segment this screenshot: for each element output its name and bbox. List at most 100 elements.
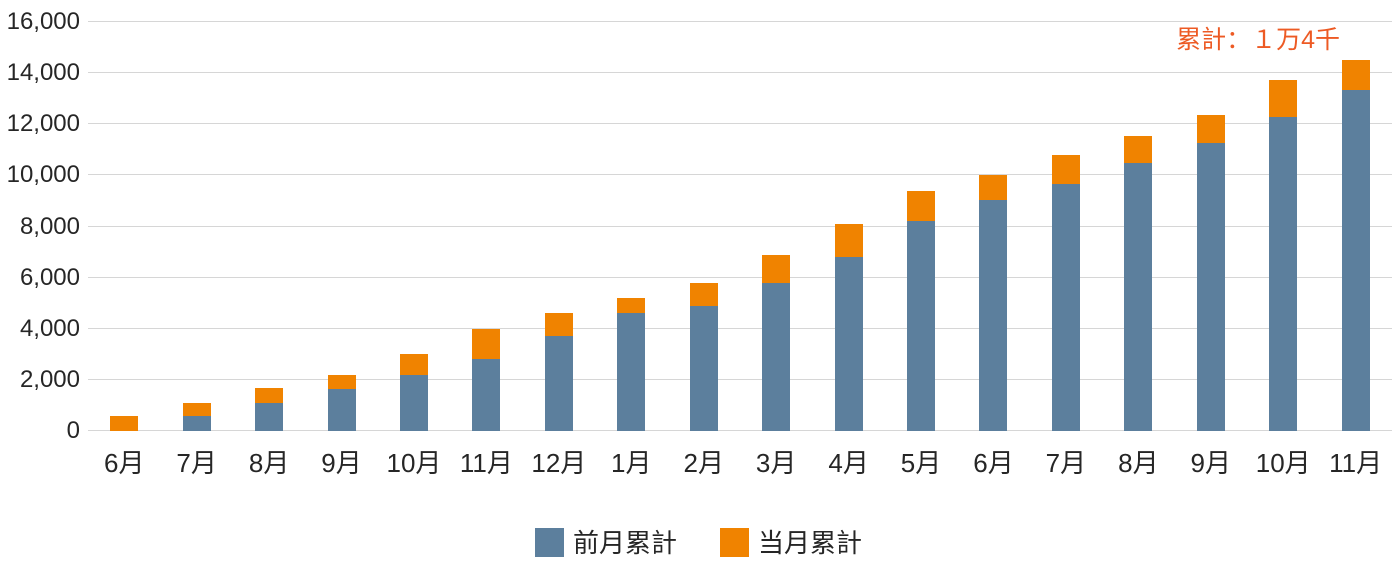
stacked-bar (255, 22, 284, 431)
x-axis-tick-label: 8月 (1118, 448, 1159, 478)
stacked-bar (182, 22, 211, 431)
y-axis-tick-label: 2,000 (19, 365, 80, 393)
y-axis: 0 2,000 4,000 6,000 8,000 10,000 12,000 14,000 1… (0, 10, 80, 443)
x-axis-tick-label: 3月 (755, 448, 797, 478)
x-axis-tick-label: 10月 (1255, 448, 1311, 478)
gridline (88, 174, 1392, 176)
x-axis-tick-label: 2月 (683, 448, 724, 478)
bar-slot (233, 22, 305, 431)
bar-segment-current-month (255, 387, 284, 403)
gridline (88, 225, 1392, 227)
stacked-bar (399, 22, 428, 431)
legend-swatch (534, 528, 564, 557)
stacked-bar (1051, 22, 1080, 431)
bar-segment-current-month (110, 415, 139, 431)
bar-segment-current-month (399, 354, 428, 375)
x-axis-tick-label: 9月 (1190, 448, 1232, 478)
bar-segment-prev-month (1124, 162, 1153, 431)
x-axis: 6月 7月 8月 9月 10月 11月 12月 1月 2月 3月 4月 5月 6月 7月 8月 9月 10月 11… (88, 448, 1392, 479)
gridline (88, 327, 1392, 329)
bar-segment-current-month (1341, 60, 1370, 90)
bar-segment-current-month (1196, 115, 1225, 144)
bar-segment-current-month (182, 402, 211, 416)
legend: 前月累計 当月累計 (0, 528, 1397, 557)
bar-segment-prev-month (327, 388, 356, 431)
bar-segment-prev-month (1051, 184, 1080, 431)
gridline (88, 276, 1392, 278)
bar-slot (160, 22, 232, 431)
stacked-bar (1341, 22, 1370, 431)
bar-slot (1247, 22, 1319, 431)
stacked-bar (327, 22, 356, 431)
bar-segment-current-month (979, 175, 1008, 200)
stacked-bar (834, 22, 863, 431)
bar-slot (88, 22, 160, 431)
bar-segment-current-month (472, 328, 501, 360)
stacked-bar (979, 22, 1008, 431)
x-axis-tick-label: 7月 (1045, 448, 1087, 478)
gridline (88, 72, 1392, 74)
bar-segment-prev-month (617, 313, 646, 431)
stacked-bar (1196, 22, 1225, 431)
stacked-bar (689, 22, 718, 431)
bars (88, 22, 1392, 431)
bar-slot (523, 22, 595, 431)
bar-slot (305, 22, 377, 431)
legend-swatch (720, 528, 749, 557)
y-axis-tick-label: 16,000 (6, 8, 80, 35)
x-axis-tick-label: 4月 (828, 448, 869, 478)
bar-slot (1030, 22, 1102, 431)
bar-segment-current-month (907, 190, 936, 222)
bar-slot (1102, 22, 1174, 431)
x-axis-tick-label: 11月 (459, 448, 513, 478)
y-axis-tick-label: 0 (66, 417, 80, 444)
gridline (88, 123, 1392, 125)
bar-segment-current-month (762, 254, 791, 283)
bar-slot (450, 22, 522, 431)
y-axis-tick-label: 4,000 (19, 314, 80, 342)
bar-segment-prev-month (762, 282, 791, 431)
stacked-bar (1124, 22, 1153, 431)
bar-segment-current-month (617, 298, 646, 314)
stacked-bar (1269, 22, 1298, 431)
bar-segment-prev-month (1196, 143, 1225, 431)
gridline (88, 378, 1392, 380)
x-axis-tick-label: 12月 (531, 448, 587, 478)
bar-slot (378, 22, 450, 431)
gridline (88, 430, 1392, 431)
stacked-bar (472, 22, 501, 431)
bar-segment-current-month (327, 374, 356, 389)
bar-segment-prev-month (907, 221, 936, 431)
bar-slot (740, 22, 812, 431)
stacked-bar (907, 22, 936, 431)
stacked-bar (110, 22, 139, 431)
stacked-bar (617, 22, 646, 431)
bar-segment-prev-month (182, 415, 211, 431)
x-axis-tick-label: 5月 (900, 448, 942, 478)
stacked-bar (544, 22, 573, 431)
bar-slot (1319, 22, 1391, 431)
bar-segment-prev-month (834, 257, 863, 431)
bar-segment-current-month (1124, 135, 1153, 163)
x-axis-tick-label: 6月 (103, 448, 145, 478)
bar-slot (1175, 22, 1247, 431)
x-axis-tick-label: 6月 (973, 448, 1014, 478)
legend-label: 前月累計 (572, 527, 677, 558)
bar-segment-current-month (689, 282, 718, 306)
bar-slot (668, 22, 740, 431)
bar-segment-prev-month (979, 199, 1008, 431)
plot-area (88, 21, 1392, 431)
x-axis-tick-label: 10月 (386, 448, 442, 478)
bar-segment-current-month (1269, 79, 1298, 117)
y-axis-tick-label: 12,000 (6, 110, 80, 138)
y-axis-tick-label: 14,000 (6, 59, 80, 87)
bar-segment-prev-month (689, 305, 718, 431)
y-axis-tick-label: 8,000 (19, 212, 80, 240)
stacked-bar (762, 22, 791, 431)
legend-label: 当月累計 (758, 527, 863, 558)
bar-segment-prev-month (255, 402, 284, 431)
bar-segment-prev-month (1341, 89, 1370, 431)
x-axis-tick-label: 9月 (321, 448, 362, 478)
x-axis-tick-label: 11月 (1329, 448, 1383, 478)
